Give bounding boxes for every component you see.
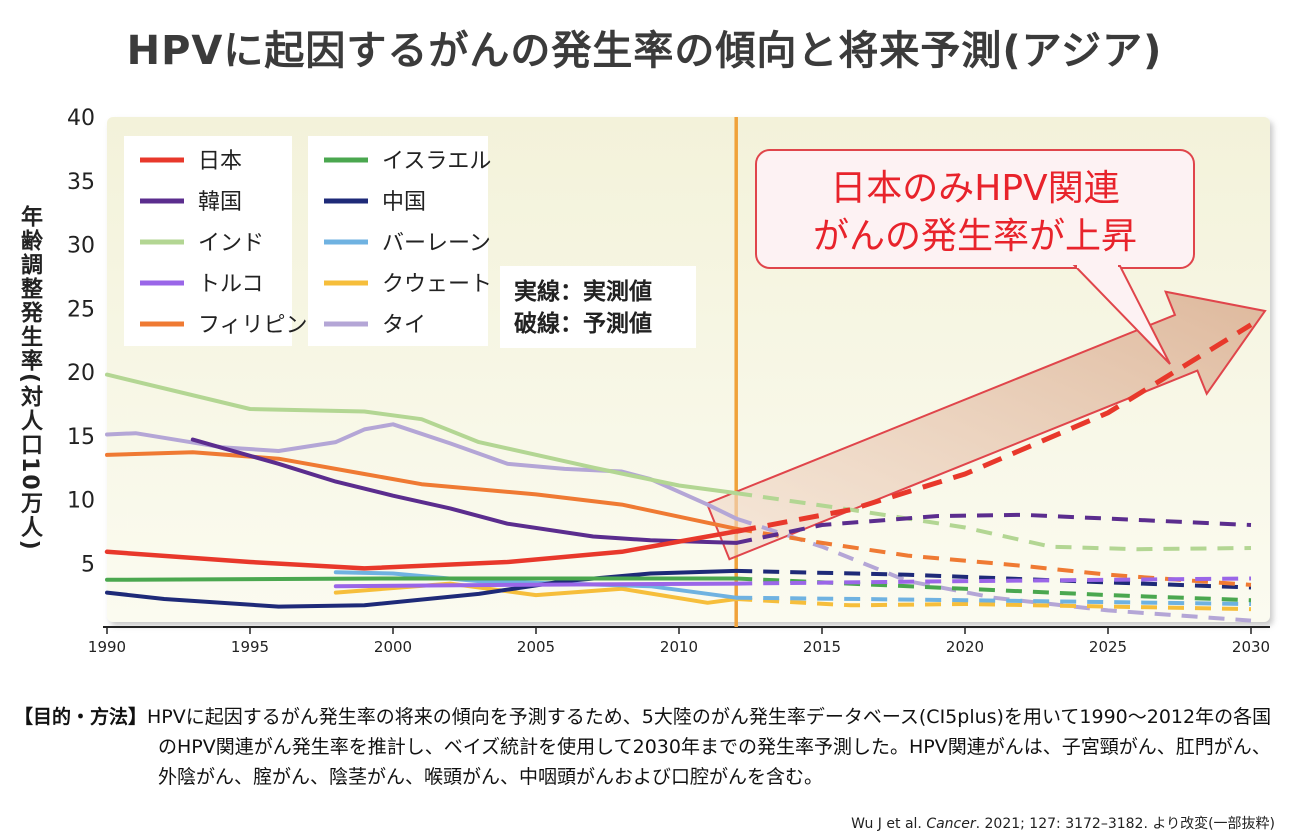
series-predicted-バーレーン <box>736 595 1252 606</box>
description: 【目的・方法】HPVに起因するがん発生率の将来の傾向を予測するため、5大陸のがん… <box>14 702 1276 792</box>
legend-label: バーレーン <box>382 231 491 256</box>
series-predicted-中国 <box>736 568 1252 590</box>
y-axis-label: 年齢調整発生率(対人口10万人) <box>17 205 42 552</box>
x-tick-label: 1995 <box>231 638 269 656</box>
y-tick-label: 40 <box>67 106 95 131</box>
y-tick-label: 30 <box>67 234 95 259</box>
citation-journal: Cancer <box>926 816 976 832</box>
y-tick-label: 15 <box>67 425 95 450</box>
y-tick-label: 20 <box>67 361 95 386</box>
x-tick-label: 2030 <box>1232 638 1270 656</box>
x-tick-label: 2025 <box>1089 638 1127 656</box>
description-heading: 【目的・方法】 <box>14 706 148 728</box>
series-predicted-日本 <box>735 322 1253 534</box>
series-predicted-クウェート <box>736 597 1252 612</box>
legend-label: 日本 <box>198 149 242 174</box>
annotation-box <box>755 149 1195 269</box>
x-tick-label: 2010 <box>660 638 698 656</box>
x-tick-label: 2005 <box>517 638 555 656</box>
legend-label: 中国 <box>382 190 426 215</box>
series-observed-韓国 <box>190 437 739 545</box>
series-observed-インド <box>105 372 739 496</box>
y-tick-label: 5 <box>81 552 95 577</box>
x-tick-label: 2000 <box>374 638 412 656</box>
x-tick-label: 2020 <box>946 638 984 656</box>
legend-note: 破線：予測値 <box>514 310 652 337</box>
series-observed-イスラエル <box>105 576 739 582</box>
series-predicted-韓国 <box>735 512 1252 545</box>
y-tick-label: 10 <box>67 489 95 514</box>
annotation-text-2: がんの発生率が上昇 <box>813 216 1137 257</box>
legend-label: フィリピン <box>198 313 308 338</box>
legend-label: 韓国 <box>198 190 242 215</box>
citation-authors: Wu J et al. <box>851 816 922 832</box>
x-tick-label: 1990 <box>88 638 126 656</box>
description-text: HPVに起因するがん発生率の将来の傾向を予測するため、5大陸のがん発生率データベ… <box>147 706 1272 788</box>
y-tick-label: 25 <box>67 297 95 322</box>
legend-label: インド <box>198 231 264 256</box>
legend-label: イスラエル <box>382 149 491 174</box>
legend-note-box <box>500 266 696 348</box>
legend-label: タイ <box>382 313 426 338</box>
page-title: HPVに起因するがんの発生率の傾向と将来予測(アジア) <box>126 28 1163 74</box>
series-observed-バーレーン <box>333 570 739 600</box>
x-tick-label: 2015 <box>803 638 841 656</box>
legend-note: 実線：実測値 <box>514 278 652 305</box>
citation: Wu J et al. Cancer. 2021; 127: 3172–3182… <box>851 813 1275 833</box>
series-observed-中国 <box>105 568 739 609</box>
series-predicted-トルコ <box>736 576 1252 586</box>
trend-arrow <box>705 290 1267 561</box>
series-predicted-フィリピン <box>735 526 1252 587</box>
series-observed-フィリピン <box>105 450 739 531</box>
series-predicted-タイ <box>735 516 1252 623</box>
y-tick-label: 35 <box>67 170 95 195</box>
series-observed-トルコ <box>333 581 739 589</box>
series-predicted-インド <box>735 491 1252 552</box>
legend-label: トルコ <box>198 272 264 297</box>
annotation-text-1: 日本のみHPV関連 <box>830 168 1119 209</box>
legend-label: クウェート <box>382 272 492 297</box>
citation-rest: . 2021; 127: 3172–3182. より改変(一部抜粋) <box>975 816 1275 832</box>
series-observed-日本 <box>104 529 739 571</box>
